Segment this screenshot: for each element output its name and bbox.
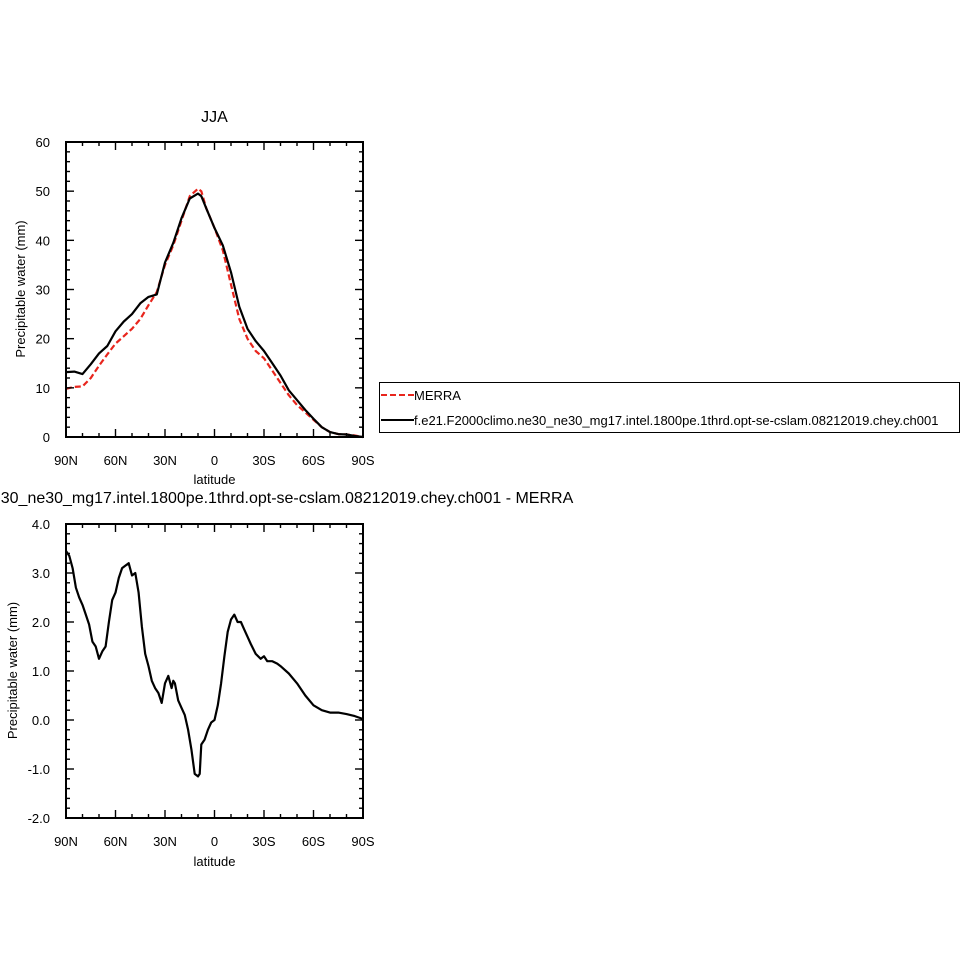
top-xlabel: latitude — [194, 472, 236, 487]
bottom-ytick-label: 4.0 — [32, 517, 50, 532]
bottom-xtick-label: 0 — [211, 834, 218, 849]
bottom-plot-frame — [65, 523, 364, 819]
bottom-panel: f.e21.F2000climo.ne30_ne30_mg17.intel.18… — [0, 490, 574, 869]
top-panel: JJA 90N 60N 30N 0 30S 60S 90S 0 10 20 30 40 50 60 lat… — [13, 109, 960, 487]
legend-box — [379, 382, 960, 433]
bottom-plot-area: 90N 60N 30N 0 30S 60S 90S -2.0 -1.0 0.0 1.0 2.0 3.0 4… — [28, 517, 375, 849]
bottom-xtick-label: 30S — [252, 834, 275, 849]
top-title: JJA — [201, 109, 228, 126]
top-ytick-label: 50 — [36, 184, 50, 199]
bottom-ytick-label: -1.0 — [28, 762, 50, 777]
top-plot-area: 90N 60N 30N 0 30S 60S 90S 0 10 20 30 40 50 60 — [36, 135, 375, 468]
top-ytick-label: 40 — [36, 233, 50, 248]
top-xtick-label: 60S — [302, 453, 325, 468]
bottom-xtick-label: 90N — [54, 834, 78, 849]
top-xtick-label: 60N — [104, 453, 128, 468]
top-ytick-label: 30 — [36, 283, 50, 298]
bottom-ytick-label: 2.0 — [32, 615, 50, 630]
top-xtick-label: 30N — [153, 453, 177, 468]
bottom-ytick-label: -2.0 — [28, 811, 50, 826]
top-xtick-label: 90S — [351, 453, 374, 468]
bottom-xtick-label: 90S — [351, 834, 374, 849]
bottom-xtick-label: 60S — [302, 834, 325, 849]
top-ytick-label: 10 — [36, 381, 50, 396]
top-xtick-label: 0 — [211, 453, 218, 468]
top-xtick-label: 30S — [252, 453, 275, 468]
bottom-xtick-label: 60N — [104, 834, 128, 849]
top-ytick-label: 60 — [36, 135, 50, 150]
top-ytick-label: 20 — [36, 332, 50, 347]
bottom-xlabel: latitude — [194, 854, 236, 869]
bottom-series-line-0 — [65, 550, 364, 778]
legend-label-model: f.e21.F2000climo.ne30_ne30_mg17.intel.18… — [414, 413, 938, 428]
bottom-ylabel: Precipitable water (mm) — [5, 602, 20, 739]
legend-label-merra: MERRA — [414, 388, 461, 403]
top-plot-frame — [65, 141, 364, 438]
top-ytick-label: 0 — [43, 430, 50, 445]
bottom-ytick-label: 1.0 — [32, 664, 50, 679]
bottom-xtick-label: 30N — [153, 834, 177, 849]
top-xtick-label: 90N — [54, 453, 78, 468]
top-legend: MERRA f.e21.F2000climo.ne30_ne30_mg17.in… — [379, 382, 960, 433]
top-series-line-1 — [65, 192, 364, 439]
top-ylabel: Precipitable water (mm) — [13, 220, 28, 357]
bottom-title: f.e21.F2000climo.ne30_ne30_mg17.intel.18… — [0, 490, 574, 507]
bottom-ytick-label: 3.0 — [32, 566, 50, 581]
bottom-ytick-label: 0.0 — [32, 713, 50, 728]
